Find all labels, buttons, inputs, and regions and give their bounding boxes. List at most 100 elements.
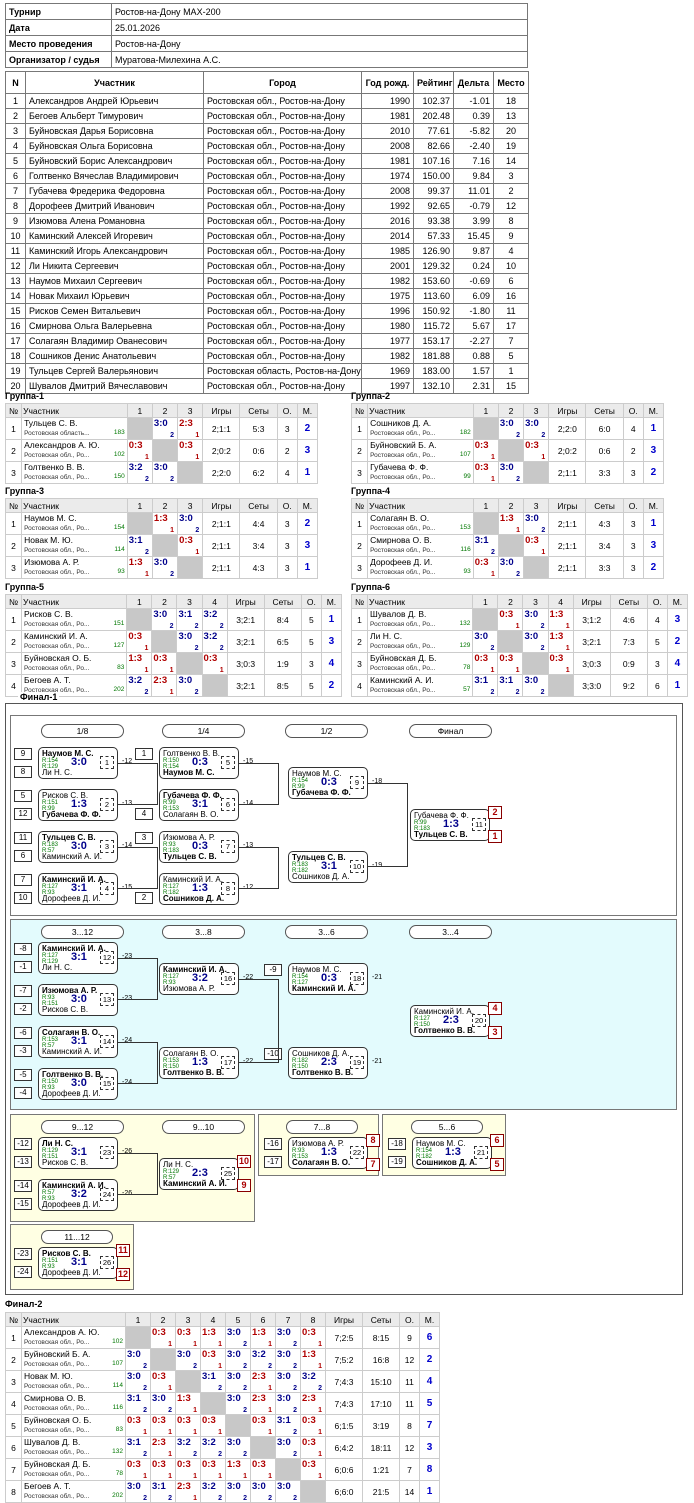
match-box: Ли Н. С. R:129 R:57 2:3 25 Каминский А. И.: [159, 1158, 239, 1190]
match-score: 1:3: [321, 1146, 337, 1158]
score-cell: 2:3 1: [250, 1370, 276, 1393]
info-row: Место проведения Ростов-на-Дону: [5, 35, 528, 52]
participant-cell: 1992: [361, 198, 414, 214]
info-value: Муратова-Милехина А.С.: [111, 51, 528, 68]
score-points: 2: [145, 549, 149, 556]
player-cell: Буйновская О. Б. Ростовская обл., Ро... 83: [21, 652, 128, 675]
score-value: 1:3 1: [128, 557, 149, 578]
score-points: 2: [243, 1451, 247, 1458]
round-label: 11...12: [41, 1230, 113, 1244]
score-points: 2: [218, 1495, 222, 1502]
header-sets: Сеты: [239, 498, 278, 513]
group-row: 3 Губачева Ф. Ф. Ростовская обл., Ро... 99 0…: [350, 461, 665, 484]
place: 2: [320, 674, 343, 697]
player-cell: Буйновская Д. Б. Ростовская обл., Ро... 78: [367, 652, 474, 675]
match-score: 2:3: [321, 1056, 337, 1068]
rating2: R:127: [292, 980, 309, 986]
ratings: R:127 R:129: [42, 953, 58, 965]
header-place: М.: [419, 1312, 440, 1327]
sets: 3:4: [585, 534, 624, 557]
score-points: 1: [268, 1407, 272, 1414]
ratings: R:153 R:57: [42, 1037, 58, 1049]
games: 2;1:1: [548, 512, 587, 535]
games: 3;2:1: [226, 630, 265, 653]
participant-cell: Ростовская обл., Ростов-на-Дону: [203, 348, 362, 364]
player-rating: 102: [113, 451, 125, 458]
group-row: 8 Бегоев А. Т. Ростовская обл., Ро... 202 3:…: [5, 1480, 440, 1503]
player-region: Ростовская обл., Ро... 132: [370, 620, 471, 628]
score-cell: 1:3 1: [200, 1326, 226, 1349]
score-value: 3:1 2: [499, 675, 520, 696]
participant-cell: 202.48: [413, 108, 454, 124]
header-games: Игры: [548, 498, 587, 513]
player-name: Солагаян В. О.: [370, 513, 430, 523]
games: 3;0:3: [226, 652, 265, 675]
participant-cell: -2.40: [453, 138, 494, 154]
match-number: 22: [350, 1146, 364, 1159]
score-points: 1: [168, 1429, 172, 1436]
seed-top: 11: [14, 832, 32, 844]
participant-cell: 13: [493, 108, 529, 124]
player-name: Новак М. Ю.: [24, 535, 73, 545]
player2: Рисков С. В.: [42, 1005, 89, 1014]
match-box: Тульцев С. В. R:183 R:57 3:0 3 Каминский А. И…: [38, 831, 118, 863]
score-value: 0:3 1: [177, 1415, 197, 1436]
group-row: 3 Голтвенко В. В. Ростовская обл., Ро... 15…: [4, 461, 319, 484]
row-no: 2: [5, 1348, 22, 1371]
loser-link: -22: [243, 974, 254, 981]
player2: Сошников Д. А.: [292, 872, 350, 881]
score-cell: [523, 461, 550, 484]
match-score: 1:3: [192, 1056, 208, 1068]
ratings: R:129 R:57: [163, 1169, 179, 1181]
score-points: 1: [541, 549, 546, 556]
participant-row: 13 Наумов Михаил Сергеевич Ростовская обл.…: [5, 273, 529, 289]
score-points: 2: [490, 689, 495, 696]
score-points: 1: [515, 667, 520, 674]
player-name: Сошников Д. А.: [370, 418, 432, 428]
match-score: 3:1: [192, 798, 208, 810]
player-rating: 78: [115, 1470, 123, 1477]
score-value: 0:3 1: [128, 440, 149, 461]
player-rating: 182: [459, 429, 471, 436]
score-value: 3:0 2: [277, 1327, 297, 1348]
group-header-row: № Участник 1 2 3 Игры Сеты О. М.: [4, 498, 319, 513]
player-name: Наумов М. С.: [24, 513, 77, 523]
player-name: Бегоев А. Т.: [24, 1481, 71, 1491]
player-cell: Буйновская Д. Б. Ростовская обл., Ро... 78: [21, 1458, 126, 1481]
round-label: 5...6: [411, 1120, 483, 1134]
score-points: 2: [293, 1451, 297, 1458]
player-region: Ростовская обл., Ро... 107: [370, 451, 471, 459]
loser-link: -24: [122, 1037, 133, 1044]
score-cell: 0:3 1: [250, 1458, 276, 1481]
match-box: Каминский И. А. R:127 R:129 3:1 12 Ли Н. С.: [38, 942, 118, 974]
player-cell: Изюмова А. Р. Ростовская обл., Ро... 93: [21, 556, 128, 579]
games: 3;3:0: [572, 674, 611, 697]
score-value: 1:3 1: [202, 1327, 222, 1348]
score-points: 1: [219, 667, 224, 674]
score-value: 1:3 1: [252, 1327, 272, 1348]
header-points: О.: [276, 498, 298, 513]
games: 2;1:1: [202, 417, 241, 440]
points: 6: [646, 674, 668, 697]
score-points: 1: [195, 454, 200, 461]
match-score: 2:3: [443, 1014, 459, 1026]
info-value: Ростов-на-Дону MAX-200: [111, 3, 528, 20]
score-cell: 3:1 2: [472, 674, 499, 697]
place: 3: [419, 1436, 440, 1459]
match-number: 14: [100, 1035, 114, 1048]
player-region: Ростовская обл., Ро... 129: [370, 642, 471, 650]
sets: 4:3: [239, 556, 278, 579]
participant-cell: Смирнова Ольга Валерьевна: [25, 318, 204, 334]
participant-cell: 1977: [361, 333, 414, 349]
points: 3: [300, 652, 322, 675]
participant-cell: 10: [5, 228, 26, 244]
info-value: Ростов-на-Дону: [111, 35, 528, 52]
loser-link: -14: [243, 800, 254, 807]
player2: Дорофеев Д. И.: [42, 1089, 101, 1098]
rating1: R:153: [163, 1058, 180, 1064]
seed-top: -14: [14, 1180, 32, 1192]
header-no: №: [5, 1312, 22, 1327]
participant-cell: Губачева Фредерика Федоровна: [25, 183, 204, 199]
score-points: 1: [145, 454, 149, 461]
player-rating: 93: [463, 568, 471, 575]
